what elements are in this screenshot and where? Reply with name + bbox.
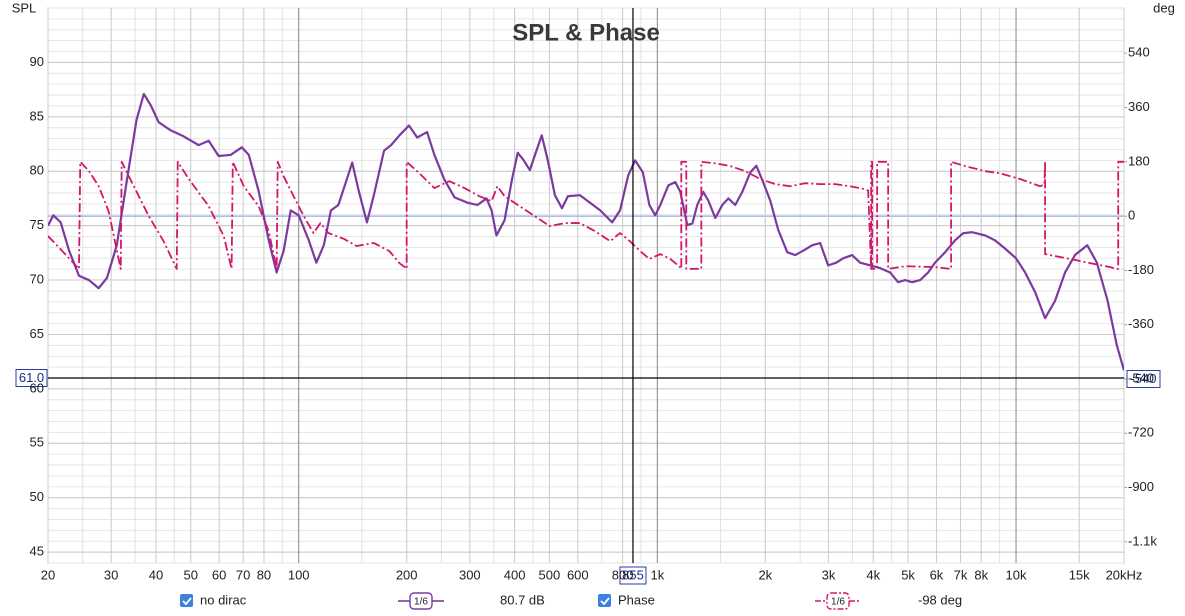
x-tick-label: 300: [459, 567, 481, 582]
legend-readout: -98 deg: [918, 592, 962, 607]
phase-line: [48, 160, 1124, 270]
checkbox-box[interactable]: [180, 594, 193, 607]
x-tick-label: 80: [257, 567, 271, 582]
x-tick-label: 20: [41, 567, 55, 582]
smoothing-label[interactable]: 1/6: [831, 597, 845, 608]
smoothing-box[interactable]: [409, 592, 433, 610]
x-tick-label: 4k: [866, 567, 880, 582]
cursor-x-label: 855: [622, 567, 644, 582]
smoothing-label[interactable]: 1/6: [414, 597, 428, 608]
x-tick-label: 15k: [1069, 567, 1090, 582]
y2-tick-label: -900: [1128, 479, 1154, 494]
grid: [47, 7, 1127, 564]
legend-readout: 80.7 dB: [500, 592, 545, 607]
x-tick-label: 3k: [822, 567, 836, 582]
y2-tick-label: 0: [1128, 208, 1135, 223]
y-tick-label: 70: [30, 271, 44, 286]
x-tick-label: 8k: [974, 567, 988, 582]
y2-tick-label: -540: [1128, 370, 1154, 385]
x-tick-label: 100: [288, 567, 310, 582]
y2-tick-label: -180: [1128, 262, 1154, 277]
x-tick-label: 60: [212, 567, 226, 582]
x-tick-label: 800: [612, 567, 634, 582]
smoothing-control[interactable]: 1/6: [815, 592, 861, 610]
x-tick-label: 600: [567, 567, 589, 582]
x-tick-label: 70: [236, 567, 250, 582]
x-tick-label: 6k: [930, 567, 944, 582]
checkbox-check[interactable]: [600, 597, 610, 606]
x-tick-label: 7k: [954, 567, 968, 582]
y-tick-label: 55: [30, 435, 44, 450]
checkbox-check[interactable]: [182, 597, 192, 606]
cursor-x-box: [619, 566, 647, 585]
y2-tick-label: 180: [1128, 153, 1150, 168]
chart-title: SPL & Phase: [512, 19, 660, 46]
y-tick-label: 60: [30, 380, 44, 395]
checkbox-box[interactable]: [598, 594, 611, 607]
cursor-y-box: [15, 369, 48, 387]
x-tick-label: 200: [396, 567, 418, 582]
x-tick-label: 5k: [901, 567, 915, 582]
plot-area: [47, 7, 1125, 564]
cursor-y2-box: [1126, 370, 1161, 389]
y2-tick-label: -1.1k: [1128, 533, 1157, 548]
y-tick-label: 85: [30, 108, 44, 123]
y-tick-label: 75: [30, 217, 44, 232]
x-tick-label: 500: [539, 567, 561, 582]
x-tick-label: 40: [149, 567, 163, 582]
x-tick-label: 400: [504, 567, 526, 582]
legend-name: no dirac: [200, 592, 247, 607]
y2-tick-label: 540: [1128, 45, 1150, 60]
y-tick-label: 65: [30, 326, 44, 341]
y-axis-label: SPL: [12, 0, 37, 15]
y2-tick-label: -360: [1128, 316, 1154, 331]
y2-axis-label: deg: [1153, 0, 1175, 15]
curves: [48, 92, 1124, 371]
smoothing-box[interactable]: [826, 592, 850, 610]
y-tick-label: 45: [30, 544, 44, 559]
y2-tick-label: 360: [1128, 99, 1150, 114]
x-tick-label: 2k: [758, 567, 772, 582]
legend-name: Phase: [618, 592, 655, 607]
y-tick-label: 80: [30, 163, 44, 178]
x-tick-label: 50: [183, 567, 197, 582]
legend-checkbox[interactable]: [598, 594, 611, 607]
x-tick-label: 10k: [1006, 567, 1027, 582]
overlay: 61.0 -540 855: [15, 8, 1161, 585]
x-tick-label: 20kHz: [1106, 567, 1143, 582]
cursor-y2-label: -540: [1130, 371, 1156, 386]
legend: no dirac 1/6 80.7 dB Phase 1/6 -98 deg: [180, 592, 962, 610]
y-tick-label: 50: [30, 489, 44, 504]
y2-tick-label: -720: [1128, 425, 1154, 440]
cursor-y-label: 61.0: [19, 370, 44, 385]
y-tick-label: 90: [30, 54, 44, 69]
smoothing-control[interactable]: 1/6: [398, 592, 444, 610]
legend-checkbox[interactable]: [180, 594, 193, 607]
x-tick-label: 30: [104, 567, 118, 582]
spl-line: [48, 92, 1124, 371]
x-tick-label: 1k: [650, 567, 664, 582]
